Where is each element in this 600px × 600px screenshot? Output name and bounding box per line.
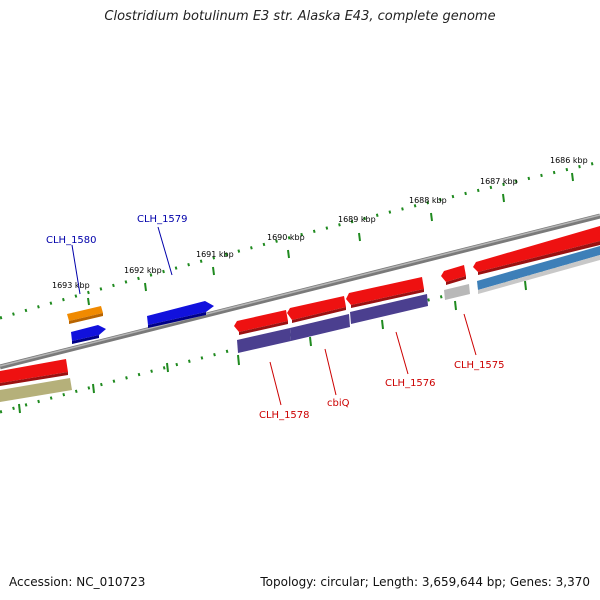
outer-scale-track xyxy=(0,160,600,320)
gene-label-clh-1580: CLH_1580 xyxy=(46,235,97,246)
tick-label-1687: 1687 kbp xyxy=(480,177,518,186)
connector-clh-1580 xyxy=(71,244,81,295)
inner-tick xyxy=(237,354,240,366)
gene-clh-1580[interactable] xyxy=(67,306,103,324)
genome-backbone xyxy=(0,213,600,370)
gene-clh-1579[interactable] xyxy=(71,301,214,344)
gene-label-clh-1578: CLH_1578 xyxy=(259,410,310,421)
inner-tick xyxy=(524,280,527,291)
connector-clh-1579 xyxy=(157,226,173,276)
gene-label-clh-1575: CLH_1575 xyxy=(454,360,505,371)
gene-label-cbiq: cbiQ xyxy=(327,398,350,409)
genome-summary-text: Topology: circular; Length: 3,659,644 bp… xyxy=(260,575,590,589)
tick-label-1693: 1693 kbp xyxy=(52,281,90,290)
genome-backbone-highlight xyxy=(0,214,600,367)
tick-1690 xyxy=(287,249,290,259)
outer-major-ticks xyxy=(87,172,574,306)
tick-1686 xyxy=(571,172,574,182)
connector-clh-1578 xyxy=(269,361,282,406)
gene-steel-blue[interactable] xyxy=(477,246,600,294)
inner-tick xyxy=(92,383,95,394)
tick-label-1689: 1689 kbp xyxy=(338,215,376,224)
gene-cbiq[interactable] xyxy=(287,296,346,323)
connector-cbiq xyxy=(324,348,337,396)
tick-1688 xyxy=(430,212,433,222)
gene-grey[interactable] xyxy=(444,284,470,300)
map-title: Clostridium botulinum E3 str. Alaska E43… xyxy=(104,9,496,24)
accession-text: Accession: NC_010723 xyxy=(9,575,146,589)
tick-1687 xyxy=(502,193,505,203)
gene-purple-1[interactable] xyxy=(237,294,428,353)
inner-major-ticks xyxy=(18,280,527,414)
tick-label-1688: 1688 kbp xyxy=(409,196,447,205)
gene-left-red[interactable] xyxy=(0,359,68,386)
inner-tick xyxy=(381,319,384,330)
tick-1689 xyxy=(358,232,361,242)
inner-tick xyxy=(18,403,21,414)
tick-1691 xyxy=(212,266,215,276)
inner-tick xyxy=(309,336,312,347)
gene-olive[interactable] xyxy=(0,378,72,402)
tick-label-1690: 1690 kbp xyxy=(267,233,305,242)
tick-1692 xyxy=(144,282,147,292)
inner-tick xyxy=(454,300,457,311)
connector-clh-1576 xyxy=(395,331,409,375)
gene-clh-1578[interactable] xyxy=(234,310,288,335)
gene-label-clh-1579: CLH_1579 xyxy=(137,214,188,225)
tick-label-1686: 1686 kbp xyxy=(550,156,588,165)
tick-label-1691: 1691 kbp xyxy=(196,250,234,259)
gene-top-right-red[interactable] xyxy=(473,226,600,275)
gene-clh-1576[interactable] xyxy=(346,277,424,308)
tick-label-1692: 1692 kbp xyxy=(124,266,162,275)
gene-clh-1575[interactable] xyxy=(441,265,466,285)
gene-label-clh-1576: CLH_1576 xyxy=(385,378,436,389)
label-connectors xyxy=(71,226,477,406)
inner-tick xyxy=(166,362,169,373)
tick-1693 xyxy=(87,297,90,306)
connector-clh-1575 xyxy=(463,313,477,356)
